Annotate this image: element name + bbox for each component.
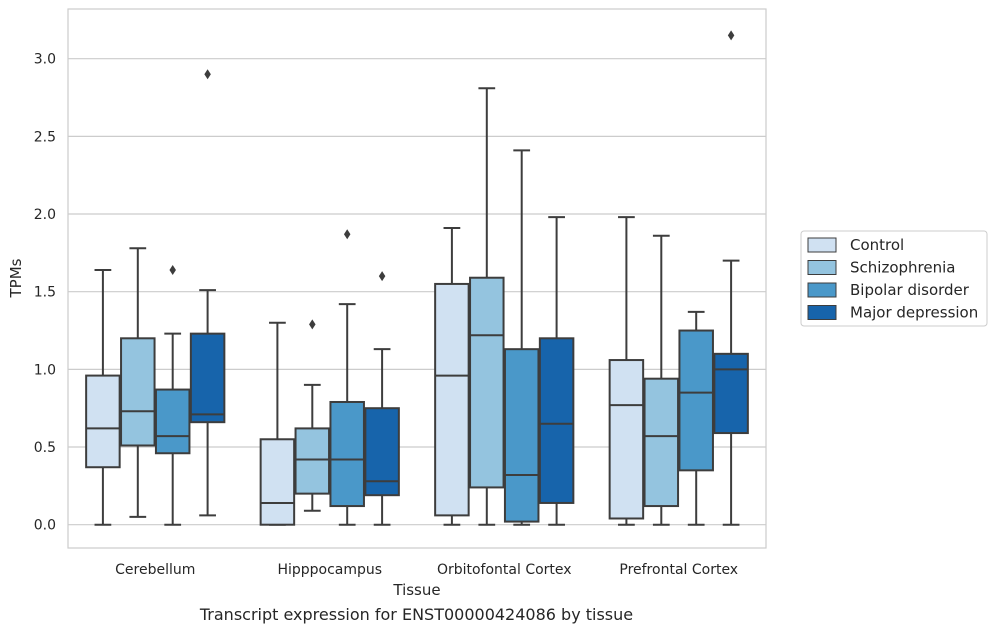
legend-frame (800, 230, 988, 327)
y-tick-label: 2.5 (34, 129, 56, 145)
box-group (643, 234, 680, 526)
box-iqr (503, 348, 540, 523)
box-iqr (538, 337, 575, 504)
y-tick-labels: 0.0 0.5 1.0 1.5 2.0 2.5 3.0 (34, 52, 56, 534)
box-group (120, 247, 156, 518)
box-iqr (154, 388, 191, 455)
x-tick-label: Orbitofontal Cortex (437, 562, 572, 578)
y-tick-label: 0.0 (34, 518, 56, 534)
x-tick-label: Hipppocampus (277, 562, 382, 578)
x-tick-label: Cerebellum (115, 562, 195, 578)
box-iqr (469, 276, 505, 489)
legend-label: Major depression (850, 304, 978, 322)
legend: Control Schizophrenia Bipolar disorder Majo… (800, 230, 988, 327)
box-group (503, 149, 540, 526)
box-iqr (608, 359, 645, 520)
y-tick-label: 3.0 (34, 52, 56, 68)
box-group (608, 216, 645, 526)
y-tick-label: 0.5 (34, 440, 56, 456)
outlier-point (378, 271, 386, 282)
x-axis-label: Tissue (392, 581, 440, 599)
box-iqr (189, 332, 226, 424)
y-tick-label: 1.0 (34, 362, 56, 378)
box-iqr (329, 400, 365, 508)
figure-caption: Transcript expression for ENST0000042408… (199, 605, 634, 624)
box-group (364, 271, 400, 526)
box-group (189, 69, 226, 517)
y-axis-label: TPMs (7, 258, 25, 298)
box-iqr (120, 337, 156, 447)
box-iqr (434, 282, 470, 517)
box-group (259, 321, 296, 526)
box-iqr (85, 374, 121, 469)
outlier-point (343, 229, 351, 240)
box-group (154, 264, 191, 526)
legend-swatch (807, 260, 837, 275)
y-tick-label: 2.0 (34, 207, 56, 223)
box-iqr (643, 377, 680, 508)
outlier-point (169, 264, 176, 275)
plot-area-frame (67, 8, 767, 549)
legend-swatch (807, 237, 837, 253)
x-tick-label: Prefrontal Cortex (619, 562, 738, 578)
box-group (294, 319, 331, 512)
box-group (678, 310, 714, 526)
box-group (713, 30, 749, 526)
box-group (538, 216, 575, 526)
box-iqr (259, 438, 296, 526)
legend-swatch (807, 305, 837, 320)
outlier-point (727, 30, 735, 41)
box-iqr (713, 352, 749, 435)
box-group (469, 87, 505, 526)
box-group (434, 227, 470, 526)
box-iqr (678, 329, 714, 472)
legend-label: Bipolar disorder (850, 281, 970, 299)
legend-label: Schizophrenia (850, 259, 955, 277)
box-group (85, 268, 121, 526)
legend-label: Control (850, 236, 904, 254)
legend-swatch (807, 282, 837, 298)
box-iqr (294, 427, 331, 495)
y-tick-label: 1.5 (34, 285, 56, 301)
box-plots (85, 30, 749, 526)
box-group (329, 229, 365, 526)
outlier-point (204, 69, 211, 80)
x-tick-labels: Cerebellum Hipppocampus Orbitofontal Corte… (115, 562, 738, 578)
outlier-point (309, 319, 316, 330)
